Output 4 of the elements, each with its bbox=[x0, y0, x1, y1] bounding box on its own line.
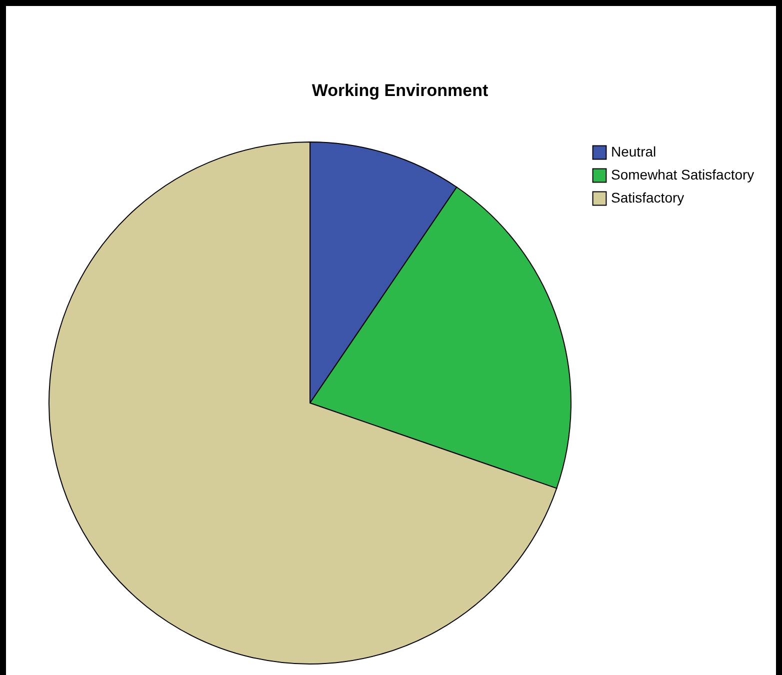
legend-label: Somewhat Satisfactory bbox=[611, 166, 754, 182]
legend-label: Neutral bbox=[611, 144, 656, 160]
legend-label: Satisfactory bbox=[611, 190, 684, 206]
chart-title: Working Environment bbox=[312, 81, 488, 100]
